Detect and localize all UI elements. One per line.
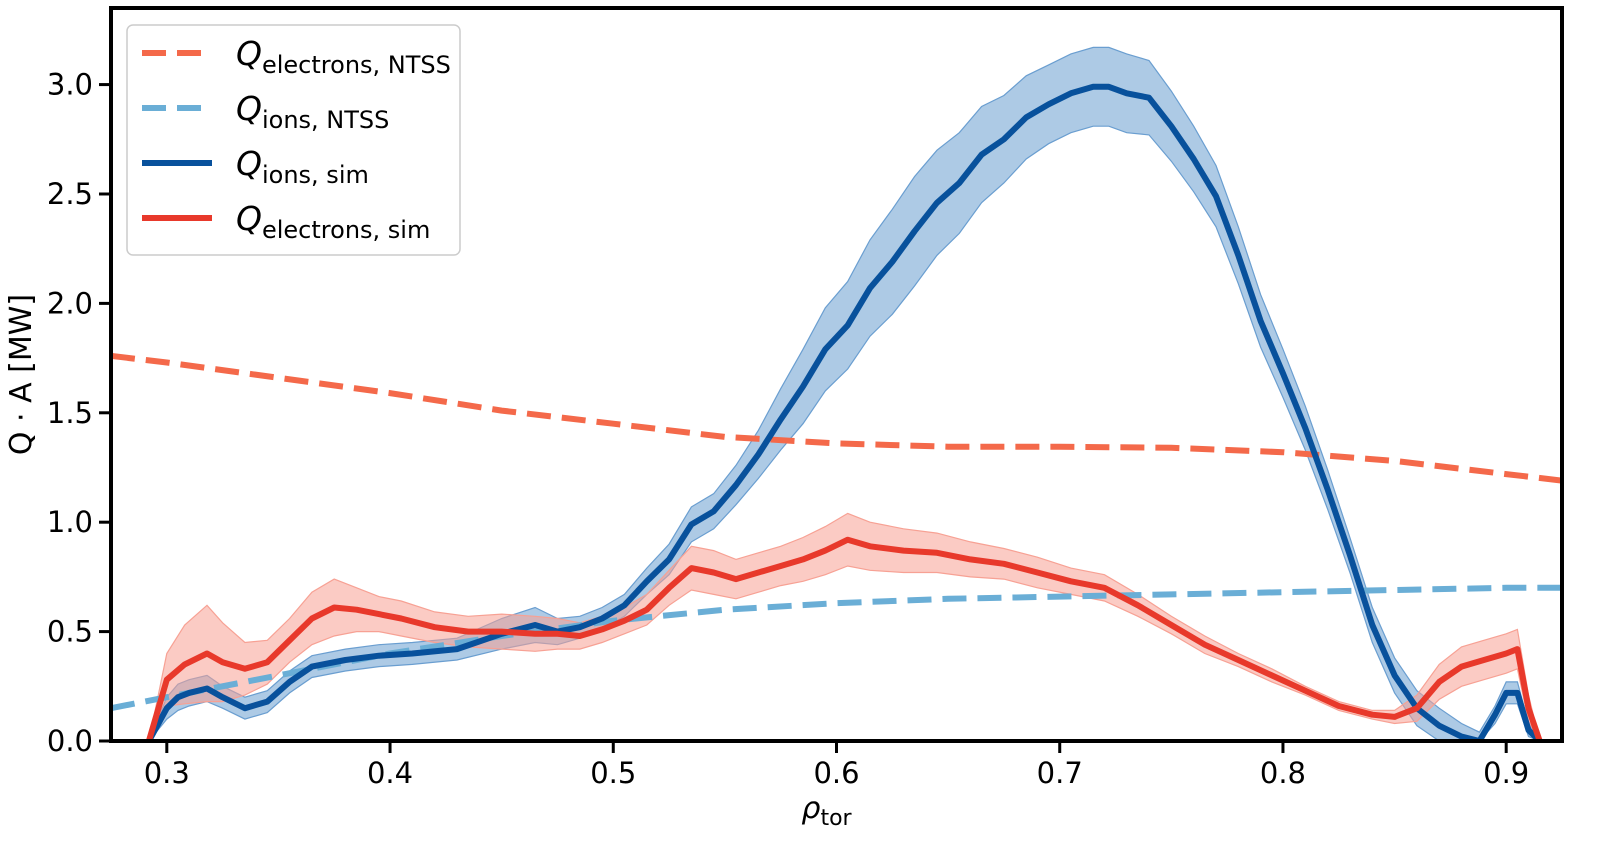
plot-area [111, 46, 1562, 741]
series-line-ions-sim [145, 83, 1543, 741]
legend: Qelectrons, NTSS Qions, NTSS Qions, sim Qel… [126, 24, 461, 256]
x-tick-label: 0.4 [367, 756, 413, 790]
axes: 0.3 0.4 0.5 0.6 0.7 0.8 0.9 0.0 0.5 1.0 1.5 2.0 2.5 3… [4, 6, 1564, 831]
legend-label: Qelectrons, NTSS [236, 34, 451, 79]
y-tick-label: 2.0 [47, 286, 93, 320]
x-tick-label: 0.9 [1483, 756, 1529, 790]
x-tick-label: 0.5 [590, 756, 636, 790]
legend-item-electrons-sim: Qelectrons, sim [142, 199, 430, 244]
legend-item-ions-ntss: Qions, NTSS [142, 89, 389, 134]
y-tick-label: 0.5 [47, 615, 93, 649]
x-tick-label: 0.7 [1037, 756, 1083, 790]
legend-label: Qions, NTSS [236, 89, 389, 134]
legend-box [126, 24, 461, 256]
legend-item-ions-sim: Qions, sim [142, 144, 369, 189]
legend-label: Qelectrons, sim [236, 199, 430, 244]
y-tick-label: 1.5 [47, 396, 93, 430]
y-axis-label: Q · A [MW] [4, 294, 39, 455]
legend-label: Qions, sim [236, 144, 369, 189]
series-line-electrons-sim [145, 536, 1543, 741]
y-tick-label: 3.0 [47, 68, 93, 102]
y-tick-label: 2.5 [47, 177, 93, 211]
x-tick-label: 0.8 [1260, 756, 1306, 790]
legend-item-electrons-ntss: Qelectrons, NTSS [142, 34, 451, 79]
x-tick-label: 0.3 [144, 756, 190, 790]
x-tick-label: 0.6 [813, 756, 859, 790]
y-tick-label: 1.0 [47, 505, 93, 539]
y-tick-label: 0.0 [47, 724, 93, 758]
x-axis-label: ρtor [801, 791, 852, 831]
